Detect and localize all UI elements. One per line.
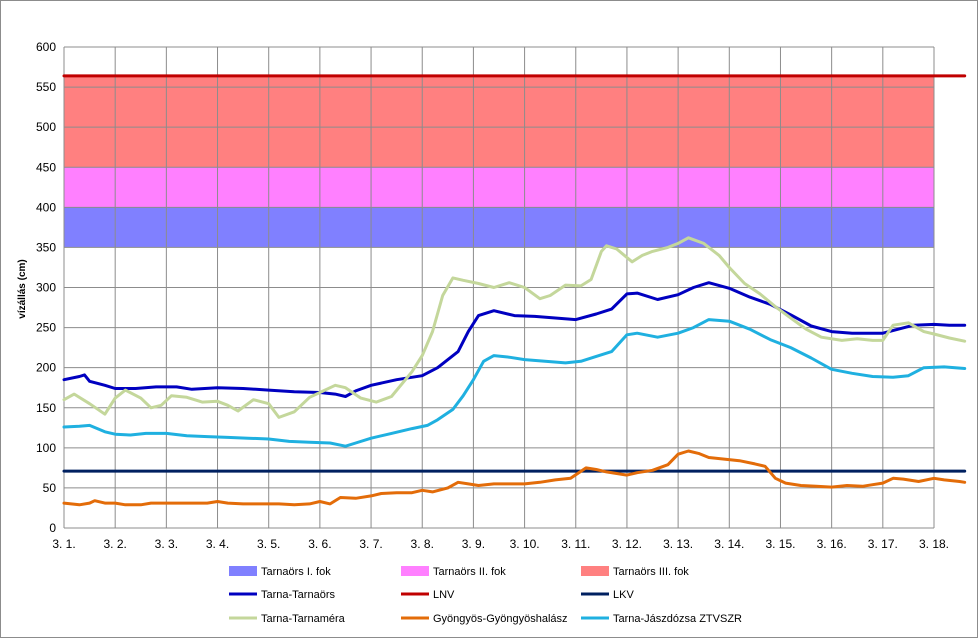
x-tick-label: 3. 11. [561,537,590,551]
legend-item-tarnaors-ii-fok: Tarnaörs II. fok [401,566,506,578]
gridlines [63,46,935,529]
legend-label: Tarna-Tarnaörs [261,589,335,601]
alert-level-bands [64,75,934,248]
series-line-tarna-jaszdozsa-ztvszr [62,318,967,448]
x-tick-label: 3. 15. [765,537,795,551]
x-tick-label: 3. 14. [714,537,744,551]
legend-swatch [581,566,609,576]
y-axis-tick-labels: 0 50 100 150 200 250 300 350 400 450 500 550 600 [36,40,56,535]
legend-item-tarna-jaszdozsa-ztvszr: Tarna-Jászdózsa ZTVSZR [581,613,742,625]
legend-label: Tarna-Jászdózsa ZTVSZR [613,613,742,625]
legend-item-tarna-tarnaors: Tarna-Tarnaörs [229,589,335,601]
y-tick-label: 450 [36,160,56,174]
x-axis-tick-labels: 3. 1. 3. 2. 3. 3. 3. 4. 3. 5. 3. 6. 3. 7. 3. 8.… [52,537,949,551]
x-tick-label: 3. 4. [206,537,229,551]
x-tick-label: 3. 12. [612,537,642,551]
band-tarnaors-ii-fok [64,167,934,208]
series-line-tarna-tarnamera [62,236,967,419]
legend-swatch [401,566,429,576]
legend-label: LKV [613,589,634,601]
legend-label: LNV [433,589,455,601]
x-tick-label: 3. 2. [103,537,126,551]
legend-swatch [229,566,257,576]
y-tick-label: 300 [36,281,56,295]
band-tarnaors-i-fok [64,207,934,248]
y-tick-label: 150 [36,401,56,415]
x-tick-label: 3. 10. [510,537,540,551]
x-tick-label: 3. 8. [411,537,434,551]
legend-item-lnv: LNV [401,589,455,601]
legend-label: Tarnaörs I. fok [261,566,331,578]
y-tick-label: 200 [36,361,56,375]
x-tick-label: 3. 7. [359,537,382,551]
x-tick-label: 3. 18. [919,537,949,551]
legend-item-tarnaors-i-fok: Tarnaörs I. fok [229,566,331,578]
x-tick-label: 3. 6. [308,537,331,551]
legend: Tarnaörs I. fok Tarnaörs II. fok Tarnaörs … [229,566,742,625]
x-tick-label: 3. 1. [52,537,75,551]
x-tick-label: 3. 3. [155,537,178,551]
y-tick-label: 50 [43,481,57,495]
legend-item-tarnaors-iii-fok: Tarnaörs III. fok [581,566,689,578]
y-tick-label: 400 [36,200,56,214]
y-tick-label: 250 [36,321,56,335]
legend-item-tarna-tarnamera: Tarna-Tarnaméra [229,613,346,625]
x-tick-label: 3. 16. [817,537,847,551]
y-tick-label: 0 [49,521,56,535]
data-series [62,74,967,507]
y-axis-label: vízállás (cm) [17,259,28,318]
legend-item-gyongyos-gyongyoshalasz: Gyöngyös-Gyöngyöshalász [401,613,568,625]
y-tick-label: 350 [36,240,56,254]
legend-label: Tarnaörs III. fok [613,566,689,578]
series-line-gyongyos-gyongyoshalasz [62,449,967,507]
legend-label: Tarnaörs II. fok [433,566,506,578]
legend-label: Tarna-Tarnaméra [261,613,346,625]
y-tick-label: 550 [36,80,56,94]
band-tarnaors-iii-fok [64,75,934,168]
legend-label: Gyöngyös-Gyöngyöshalász [433,613,568,625]
x-tick-label: 3. 13. [663,537,693,551]
y-tick-label: 100 [36,441,56,455]
y-tick-label: 600 [36,40,56,54]
legend-item-lkv: LKV [581,589,634,601]
x-tick-label: 3. 17. [868,537,898,551]
y-tick-label: 500 [36,120,56,134]
series-line-tarna-tarnaors [62,281,967,398]
x-tick-label: 3. 9. [462,537,485,551]
x-tick-label: 3. 5. [257,537,280,551]
